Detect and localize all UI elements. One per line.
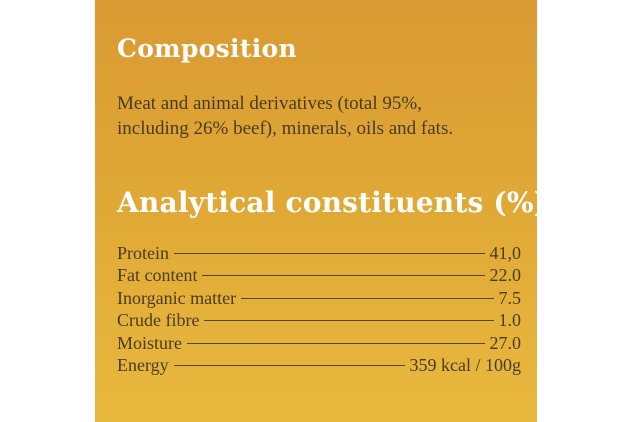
constituent-row: Moisture 27.0 <box>117 333 521 355</box>
leader-line <box>241 297 494 299</box>
leader-line <box>174 253 485 254</box>
leader-line <box>202 275 485 277</box>
leader-line <box>204 320 494 322</box>
constituent-label: Protein <box>117 243 169 263</box>
analytical-table: Protein 41,0 Fat content 22.0 Inorganic matt… <box>117 243 521 377</box>
constituent-row: Protein 41,0 <box>117 243 521 265</box>
constituent-row: Crude fibre 1.0 <box>117 310 521 332</box>
constituent-value: 27.0 <box>489 332 522 353</box>
constituent-value: 1.0 <box>498 310 522 331</box>
constituent-value: 41,0 <box>489 243 522 263</box>
analytical-title: Analytical constituents (%) <box>117 186 548 219</box>
composition-title: Composition <box>117 34 297 63</box>
leader-line <box>173 364 405 366</box>
constituent-value: 359 kcal / 100g <box>409 354 521 375</box>
composition-text: Meat and animal derivatives (total 95%, i… <box>117 91 453 141</box>
constituent-label: Moisture <box>117 332 182 353</box>
constituent-row: Energy 359 kcal / 100g <box>117 355 521 377</box>
leader-line <box>187 342 485 344</box>
constituent-row: Inorganic matter 7.5 <box>117 288 521 310</box>
constituent-row: Fat content 22.0 <box>117 265 521 287</box>
constituent-label: Crude fibre <box>117 310 200 331</box>
constituent-label: Energy <box>117 354 169 375</box>
text-line: including 26% beef), minerals, oils and … <box>117 118 454 139</box>
text-line: Meat and animal derivatives (total 95%, <box>117 93 422 114</box>
constituent-label: Fat content <box>117 265 198 286</box>
constituent-label: Inorganic matter <box>117 287 237 308</box>
constituent-value: 22.0 <box>489 265 522 286</box>
info-panel: Composition Meat and animal derivatives … <box>95 0 547 422</box>
constituent-value: 7.5 <box>498 287 522 308</box>
